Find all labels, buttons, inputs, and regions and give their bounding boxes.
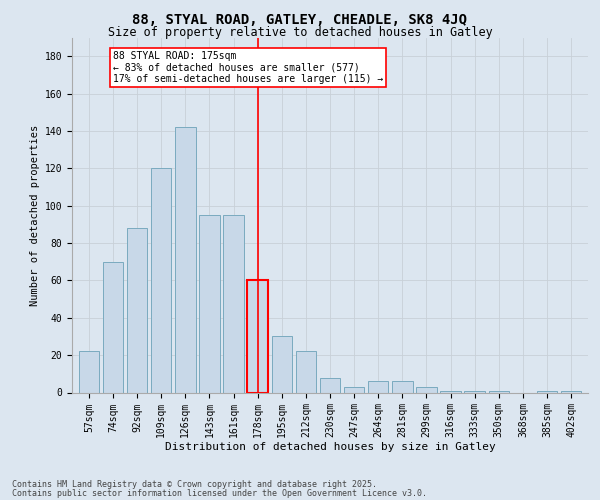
Y-axis label: Number of detached properties: Number of detached properties — [31, 124, 40, 306]
Bar — [247, 280, 268, 392]
Text: 88 STYAL ROAD: 175sqm
← 83% of detached houses are smaller (577)
17% of semi-det: 88 STYAL ROAD: 175sqm ← 83% of detached … — [113, 50, 383, 84]
Bar — [296, 352, 316, 393]
Bar — [127, 228, 148, 392]
Bar — [151, 168, 172, 392]
Text: 88, STYAL ROAD, GATLEY, CHEADLE, SK8 4JQ: 88, STYAL ROAD, GATLEY, CHEADLE, SK8 4JQ — [133, 12, 467, 26]
Bar — [392, 382, 413, 392]
Bar — [561, 390, 581, 392]
Bar — [464, 390, 485, 392]
Bar — [368, 382, 388, 392]
Bar — [272, 336, 292, 392]
Bar — [344, 387, 364, 392]
Bar — [488, 390, 509, 392]
Bar — [223, 215, 244, 392]
Bar — [320, 378, 340, 392]
Bar — [537, 390, 557, 392]
Bar — [103, 262, 123, 392]
Bar — [440, 390, 461, 392]
Bar — [199, 215, 220, 392]
X-axis label: Distribution of detached houses by size in Gatley: Distribution of detached houses by size … — [164, 442, 496, 452]
Bar — [79, 352, 99, 393]
Text: Contains public sector information licensed under the Open Government Licence v3: Contains public sector information licen… — [12, 488, 427, 498]
Text: Size of property relative to detached houses in Gatley: Size of property relative to detached ho… — [107, 26, 493, 39]
Text: Contains HM Land Registry data © Crown copyright and database right 2025.: Contains HM Land Registry data © Crown c… — [12, 480, 377, 489]
Bar — [416, 387, 437, 392]
Bar — [175, 127, 196, 392]
